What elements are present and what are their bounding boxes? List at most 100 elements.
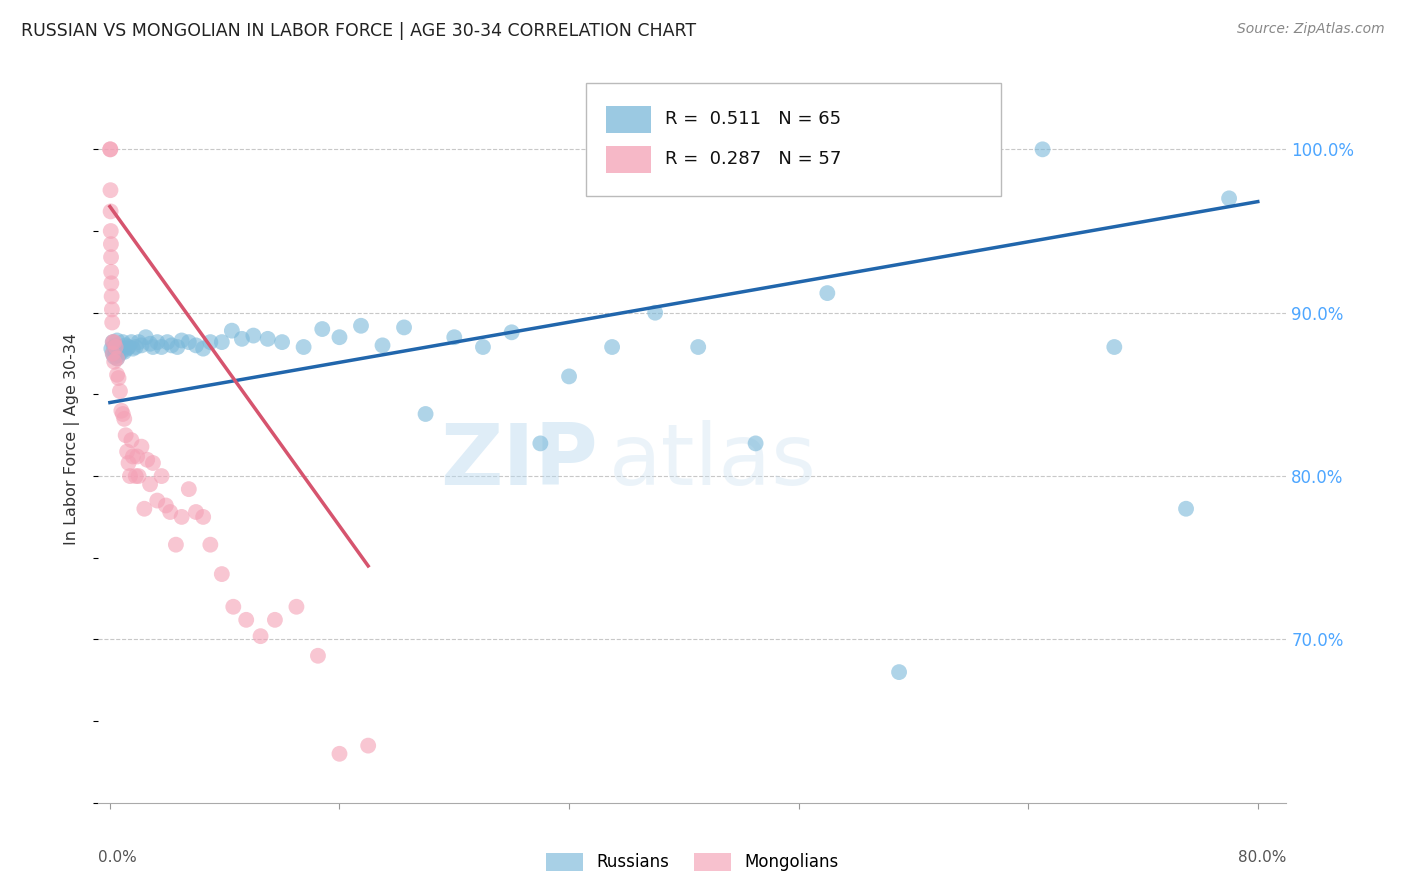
Point: [1175, 501, 1198, 516]
Point: [114, 428, 136, 442]
Point: [100, 204, 122, 219]
Point: [184, 505, 207, 519]
Point: [103, 335, 125, 350]
Point: [125, 469, 148, 483]
Point: [101, 346, 124, 360]
Point: [264, 613, 287, 627]
Point: [100, 250, 122, 264]
Point: [139, 477, 162, 491]
Point: [128, 335, 150, 350]
Point: [112, 345, 135, 359]
Point: [100, 289, 122, 303]
Point: [222, 599, 245, 614]
Point: [112, 412, 135, 426]
Point: [307, 648, 329, 663]
Point: [105, 351, 128, 366]
Point: [249, 629, 271, 643]
Point: [105, 368, 128, 382]
Point: [120, 335, 142, 350]
Point: [558, 369, 581, 384]
Point: [100, 342, 122, 356]
Point: [142, 456, 165, 470]
Legend: Russians, Mongolians: Russians, Mongolians: [540, 847, 845, 878]
Point: [146, 335, 169, 350]
Point: [101, 346, 124, 360]
Point: [110, 403, 132, 417]
Point: [221, 324, 243, 338]
Point: [107, 340, 129, 354]
Point: [156, 335, 179, 350]
Point: [1218, 191, 1240, 205]
Point: [127, 450, 149, 464]
Point: [110, 345, 132, 359]
Point: [146, 493, 169, 508]
Point: [98, 142, 121, 156]
Point: [100, 277, 122, 291]
Text: Source: ZipAtlas.com: Source: ZipAtlas.com: [1237, 22, 1385, 37]
Point: [191, 342, 214, 356]
Point: [501, 326, 523, 340]
Text: 0.0%: 0.0%: [98, 850, 138, 865]
Point: [231, 332, 253, 346]
Point: [105, 334, 128, 348]
Point: [107, 371, 129, 385]
Point: [131, 440, 153, 454]
Point: [104, 340, 127, 354]
Point: [107, 348, 129, 362]
Point: [600, 340, 623, 354]
Point: [117, 340, 139, 354]
Point: [744, 436, 766, 450]
Y-axis label: In Labor Force | Age 30-34: In Labor Force | Age 30-34: [63, 334, 80, 545]
Point: [131, 338, 153, 352]
Point: [100, 265, 122, 279]
Point: [292, 340, 315, 354]
Point: [120, 433, 142, 447]
Point: [160, 338, 183, 352]
Point: [1104, 340, 1126, 354]
Point: [114, 338, 136, 352]
Point: [134, 501, 156, 516]
Text: atlas: atlas: [609, 419, 817, 502]
Text: 80.0%: 80.0%: [1239, 850, 1286, 865]
Point: [815, 286, 838, 301]
Point: [100, 224, 122, 238]
Point: [103, 340, 125, 354]
Point: [211, 567, 233, 582]
Point: [108, 342, 131, 356]
Point: [328, 330, 350, 344]
Point: [887, 665, 910, 679]
Point: [111, 335, 134, 350]
Point: [328, 747, 350, 761]
Text: R =  0.287   N = 57: R = 0.287 N = 57: [665, 151, 842, 169]
Point: [415, 407, 437, 421]
Point: [139, 336, 162, 351]
Point: [108, 384, 131, 398]
Point: [150, 340, 173, 354]
Text: ZIP: ZIP: [440, 419, 598, 502]
Point: [142, 340, 165, 354]
Point: [1032, 142, 1054, 156]
FancyBboxPatch shape: [585, 83, 1001, 195]
Point: [311, 322, 333, 336]
Bar: [606, 145, 651, 173]
Point: [121, 450, 143, 464]
Point: [117, 456, 139, 470]
Point: [200, 335, 222, 350]
Point: [101, 335, 124, 350]
Point: [155, 499, 177, 513]
Point: [350, 318, 373, 333]
Point: [105, 351, 128, 366]
Point: [125, 340, 148, 354]
Point: [166, 340, 188, 354]
Point: [121, 342, 143, 356]
Point: [184, 338, 207, 352]
Point: [242, 328, 264, 343]
Point: [191, 509, 214, 524]
Point: [136, 452, 159, 467]
Point: [115, 444, 138, 458]
Point: [101, 316, 124, 330]
Point: [104, 338, 127, 352]
Point: [200, 538, 222, 552]
Point: [101, 302, 124, 317]
Point: [211, 335, 233, 350]
